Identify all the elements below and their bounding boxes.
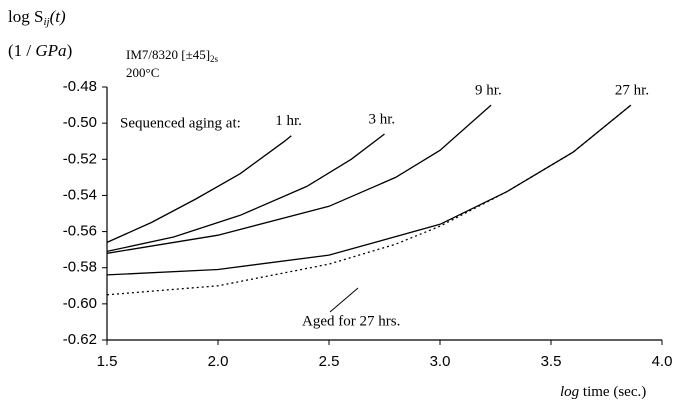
y-tick-label: -0.60 [63, 295, 97, 312]
series-line [106, 104, 492, 254]
y-tick-label: -0.62 [63, 331, 97, 348]
y-tick-label: -0.54 [63, 186, 97, 203]
series-label: 9 hr. [475, 83, 502, 99]
y-tick-label: -0.48 [63, 78, 97, 95]
y-tick-label: -0.52 [63, 150, 97, 167]
series-label: 1 hr. [275, 113, 302, 129]
y-tick-label: -0.58 [63, 259, 97, 276]
series-line [106, 104, 632, 296]
aged-label: Aged for 27 hrs. [302, 313, 400, 329]
series-label: 27 hr. [615, 83, 649, 99]
x-tick-label: 2.5 [319, 353, 340, 370]
y-tick-label: -0.56 [63, 223, 97, 240]
x-tick-label: 1.5 [97, 353, 118, 370]
x-tick-label: 3.0 [430, 353, 451, 370]
x-tick-label: 3.5 [541, 353, 562, 370]
sequence-label: Sequenced aging at: [120, 115, 241, 131]
x-tick-label: 2.0 [208, 353, 229, 370]
series-line [106, 135, 292, 243]
leader-line [329, 287, 359, 313]
x-axis-label: log time (sec.) [560, 384, 646, 400]
series-line [106, 133, 385, 253]
y-axis-unit: (1 / GPa) [8, 41, 72, 60]
series-line [106, 104, 632, 276]
material-label: IM7/8320 [±45]2s [126, 47, 219, 64]
y-tick-label: -0.50 [63, 114, 97, 131]
y-axis-label: log Sij(t) [8, 7, 66, 28]
x-tick-label: 4.0 [652, 353, 673, 370]
temperature-label: 200°C [126, 65, 159, 80]
series-label: 3 hr. [369, 111, 396, 127]
